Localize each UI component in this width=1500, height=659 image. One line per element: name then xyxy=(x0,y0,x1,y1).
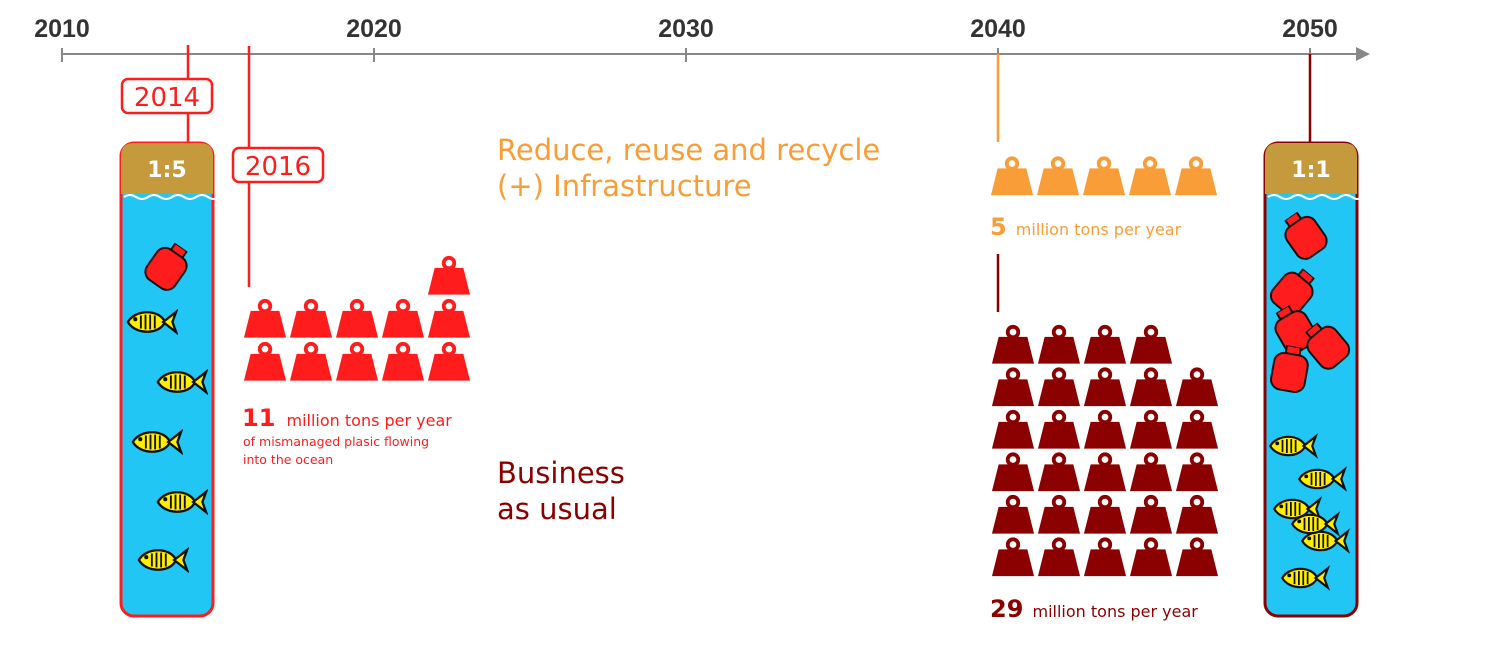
tick-label-2050: 2050 xyxy=(1282,15,1338,43)
weight-icon xyxy=(992,454,1034,491)
tag-2014: 2014 xyxy=(134,83,200,113)
weight-icon xyxy=(243,342,287,381)
weight-icon xyxy=(992,369,1034,406)
weight-icon xyxy=(335,299,379,338)
stat-2016-sub1: of mismanaged plasic flowing xyxy=(243,434,429,449)
ratio-label-2050: 1:1 xyxy=(1291,158,1330,183)
weight-icon xyxy=(1176,369,1218,406)
weight-icon xyxy=(335,342,379,381)
weight-icon xyxy=(1130,327,1172,364)
weights-2040-recycle xyxy=(991,158,1217,195)
scenario-recycle-line2: (+) Infrastructure xyxy=(497,169,752,203)
weight-icon xyxy=(1038,369,1080,406)
stat-2040-recycle-value: 5 xyxy=(990,213,1007,241)
weight-icon xyxy=(1176,454,1218,491)
stat-2016-sub2: into the ocean xyxy=(243,452,333,467)
weight-icon xyxy=(1083,158,1125,195)
weight-icon xyxy=(1084,539,1126,576)
weight-icon xyxy=(289,299,333,338)
weight-icon xyxy=(1176,497,1218,534)
tag-2016-box xyxy=(231,146,325,184)
weight-icon xyxy=(991,158,1033,195)
weight-icon xyxy=(1084,454,1126,491)
weight-icon xyxy=(1038,539,1080,576)
scenario-business-line1: Business xyxy=(497,456,625,490)
weight-icon xyxy=(992,327,1034,364)
weight-icon xyxy=(381,299,425,338)
tag-2016: 2016 xyxy=(245,152,311,182)
weight-icon xyxy=(992,539,1034,576)
scenario-business-line2: as usual xyxy=(497,492,617,526)
weight-icon xyxy=(1130,454,1172,491)
stat-2040-business-unit: million tons per year xyxy=(1033,602,1199,621)
weight-icon xyxy=(1084,412,1126,449)
weight-icon xyxy=(1130,497,1172,534)
weight-icon xyxy=(427,256,471,295)
weight-icon xyxy=(1038,327,1080,364)
weight-icon xyxy=(1084,327,1126,364)
weight-icon xyxy=(1084,497,1126,534)
weight-icon xyxy=(427,342,471,381)
weight-icon xyxy=(1037,158,1079,195)
stat-2016-value: 11 xyxy=(242,404,275,432)
weight-icon xyxy=(1130,369,1172,406)
weight-icon xyxy=(243,299,287,338)
weight-icon xyxy=(427,299,471,338)
weights-2040-business xyxy=(992,327,1218,576)
tick-label-2010: 2010 xyxy=(34,15,90,43)
ratio-label-2014: 1:5 xyxy=(147,158,186,183)
weight-icon xyxy=(992,412,1034,449)
stat-2016: 11 million tons per year xyxy=(242,404,452,432)
weight-icon xyxy=(1130,539,1172,576)
weight-icon xyxy=(1084,369,1126,406)
scenario-recycle-line1: Reduce, reuse and recycle xyxy=(497,133,880,167)
tick-label-2040: 2040 xyxy=(970,15,1026,43)
stat-2040-business-value: 29 xyxy=(990,595,1023,623)
weight-icon xyxy=(992,497,1034,534)
weight-icon xyxy=(1130,412,1172,449)
tick-label-2020: 2020 xyxy=(346,15,402,43)
weight-icon xyxy=(1038,412,1080,449)
ocean-tube-2050: 1:1 xyxy=(1263,141,1363,618)
tick-label-2030: 2030 xyxy=(658,15,714,43)
weights-2016 xyxy=(243,256,471,381)
weight-icon xyxy=(289,342,333,381)
weight-icon xyxy=(1038,454,1080,491)
stat-2016-unit: million tons per year xyxy=(287,411,453,430)
weight-icon xyxy=(1176,412,1218,449)
tag-2014-box xyxy=(120,77,214,115)
weight-icon xyxy=(1175,158,1217,195)
weight-icon xyxy=(1038,497,1080,534)
weight-icon xyxy=(381,342,425,381)
weight-icon xyxy=(1176,539,1218,576)
weight-icon xyxy=(1129,158,1171,195)
stat-2040-business: 29 million tons per year xyxy=(990,595,1198,623)
stat-2040-recycle: 5 million tons per year xyxy=(990,213,1182,241)
ocean-tube-2014: 1:5 xyxy=(119,141,219,618)
timeline-arrow-icon xyxy=(1356,47,1370,61)
stat-2040-recycle-unit: million tons per year xyxy=(1016,220,1182,239)
